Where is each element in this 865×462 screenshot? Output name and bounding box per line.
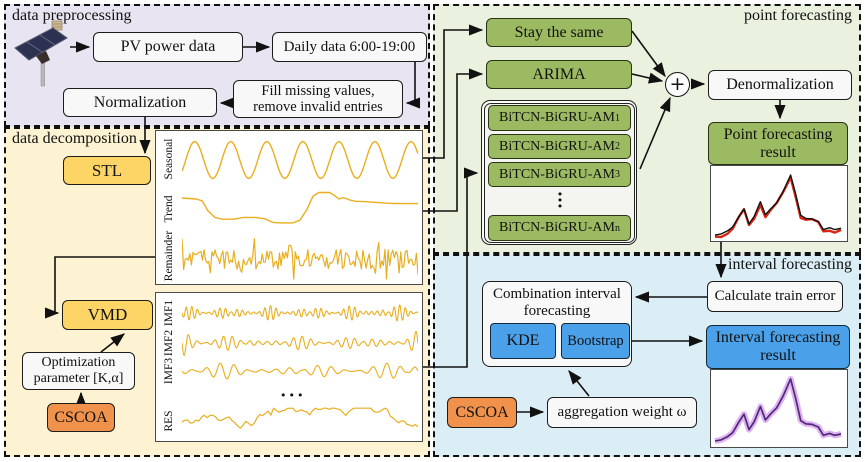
imf1-axis-label: IMF1 (163, 299, 175, 327)
point-forecasting-result-box: Point forecasting result (708, 122, 848, 165)
calculate-train-error-box: Calculate train error (707, 281, 843, 312)
vmd-box: VMD (62, 300, 153, 330)
res-axis-label: RES (163, 410, 175, 432)
fill-missing-box: Fill missing values, remove invalid entr… (233, 80, 403, 118)
imf3-axis-label: IMF3 (163, 357, 175, 385)
point-result-line2: result (760, 143, 796, 161)
aggregation-weight-box: aggregation weight ω (547, 397, 697, 428)
remainder-axis-label: Remainder (163, 230, 175, 282)
cscoa-label-2: CSCOA (455, 403, 509, 421)
vmd-decomposition-plot: IMF1 IMF2 IMF3 RES ••• (155, 292, 423, 442)
daily-data-label: Daily data 6:00-19:00 (283, 38, 416, 55)
stay-the-same-box: Stay the same (486, 18, 632, 47)
section-label-preprocessing: data preprocessing (12, 7, 132, 24)
combination-interval-box: Combination interval forecasting KDE Boo… (482, 281, 632, 367)
bootstrap-label: Bootstrap (567, 332, 624, 349)
trend-wave (182, 191, 418, 224)
section-label-point: point forecasting (744, 7, 852, 24)
normalization-box: Normalization (63, 88, 217, 117)
imf1-wave (182, 304, 418, 322)
denormalization-box: Denormalization (708, 70, 852, 100)
model-3-label: BiTCN-BiGRU-AM (499, 166, 615, 182)
bitcn-models-container: BiTCN-BiGRU-AM 1 BiTCN-BiGRU-AM 2 BiTCN-Bi… (481, 100, 637, 245)
model-row-n: BiTCN-BiGRU-AM n (488, 215, 631, 241)
model-1-subscript: 1 (614, 112, 620, 124)
model-1-label: BiTCN-BiGRU-AM (499, 110, 615, 125)
pv-power-data-box: PV power data (93, 32, 243, 62)
imf3-wave (182, 362, 418, 380)
res-wave (182, 407, 418, 429)
vmd-label: VMD (87, 305, 128, 325)
point-forecast-plot (710, 165, 848, 242)
model-2-label: BiTCN-BiGRU-AM (499, 138, 615, 154)
model-n-subscript: n (614, 222, 620, 234)
seasonal-wave (182, 140, 418, 180)
section-label-decomposition: data decomposition (12, 130, 137, 147)
arima-label: ARIMA (532, 65, 586, 83)
denormalization-label: Denormalization (726, 76, 834, 94)
fill-missing-line2: remove invalid entries (253, 99, 383, 115)
stl-box: STL (63, 156, 151, 185)
combination-line2: forecasting (523, 302, 591, 319)
point-result-line1: Point forecasting (723, 125, 833, 143)
pv-power-data-label: PV power data (120, 38, 216, 56)
optimization-parameter-box: Optimization parameter [K,α] (22, 352, 135, 390)
interval-forecast-plot (710, 369, 848, 448)
interval-forecasting-result-box: Interval forecasting result (706, 325, 850, 369)
optimization-line2: parameter [K,α] (33, 371, 124, 386)
stl-decomposition-plot: Seasonal Trend Remainder (155, 130, 423, 285)
interval-result-line1: Interval forecasting (715, 329, 841, 347)
calculate-train-error-label: Calculate train error (714, 288, 836, 305)
plus-sign: + (669, 73, 686, 95)
model-row-2: BiTCN-BiGRU-AM 2 (488, 134, 631, 159)
normalization-label: Normalization (93, 93, 187, 111)
cscoa-box-decomposition: CSCOA (47, 403, 115, 432)
bootstrap-box: Bootstrap (561, 323, 630, 359)
model-3-subscript: 3 (614, 169, 620, 180)
model-ellipsis-dots: • • • (556, 187, 564, 214)
imf2-axis-label: IMF2 (163, 329, 175, 357)
aggregation-weight-label: aggregation weight ω (557, 404, 687, 421)
seasonal-axis-label: Seasonal (163, 138, 175, 180)
model-2-subscript: 2 (614, 141, 620, 152)
sum-junction: + (665, 72, 690, 97)
combination-line1: Combination interval (493, 286, 621, 302)
stl-label: STL (91, 160, 123, 180)
cscoa-label-1: CSCOA (54, 408, 108, 426)
kde-label: KDE (506, 332, 540, 350)
imf2-wave (182, 330, 418, 356)
trend-axis-label: Trend (163, 195, 175, 223)
interval-result-line2: result (760, 347, 796, 364)
model-row-1: BiTCN-BiGRU-AM 1 (488, 105, 631, 131)
kde-box: KDE (490, 323, 556, 359)
model-n-label: BiTCN-BiGRU-AM (499, 220, 615, 235)
optimization-line1: Optimization (41, 355, 116, 371)
fill-missing-line1: Fill missing values, (261, 82, 375, 99)
interval-forecast-curve (714, 376, 842, 445)
daily-data-box: Daily data 6:00-19:00 (272, 32, 427, 62)
arima-box: ARIMA (486, 60, 632, 89)
remainder-wave (182, 238, 418, 280)
model-row-3: BiTCN-BiGRU-AM 3 (488, 162, 631, 187)
point-forecast-curve (714, 174, 842, 239)
section-label-interval: interval forecasting (728, 256, 852, 273)
stay-the-same-label: Stay the same (514, 23, 604, 41)
cscoa-box-interval: CSCOA (447, 397, 517, 428)
imf-ellipsis-dots: ••• (280, 389, 306, 402)
